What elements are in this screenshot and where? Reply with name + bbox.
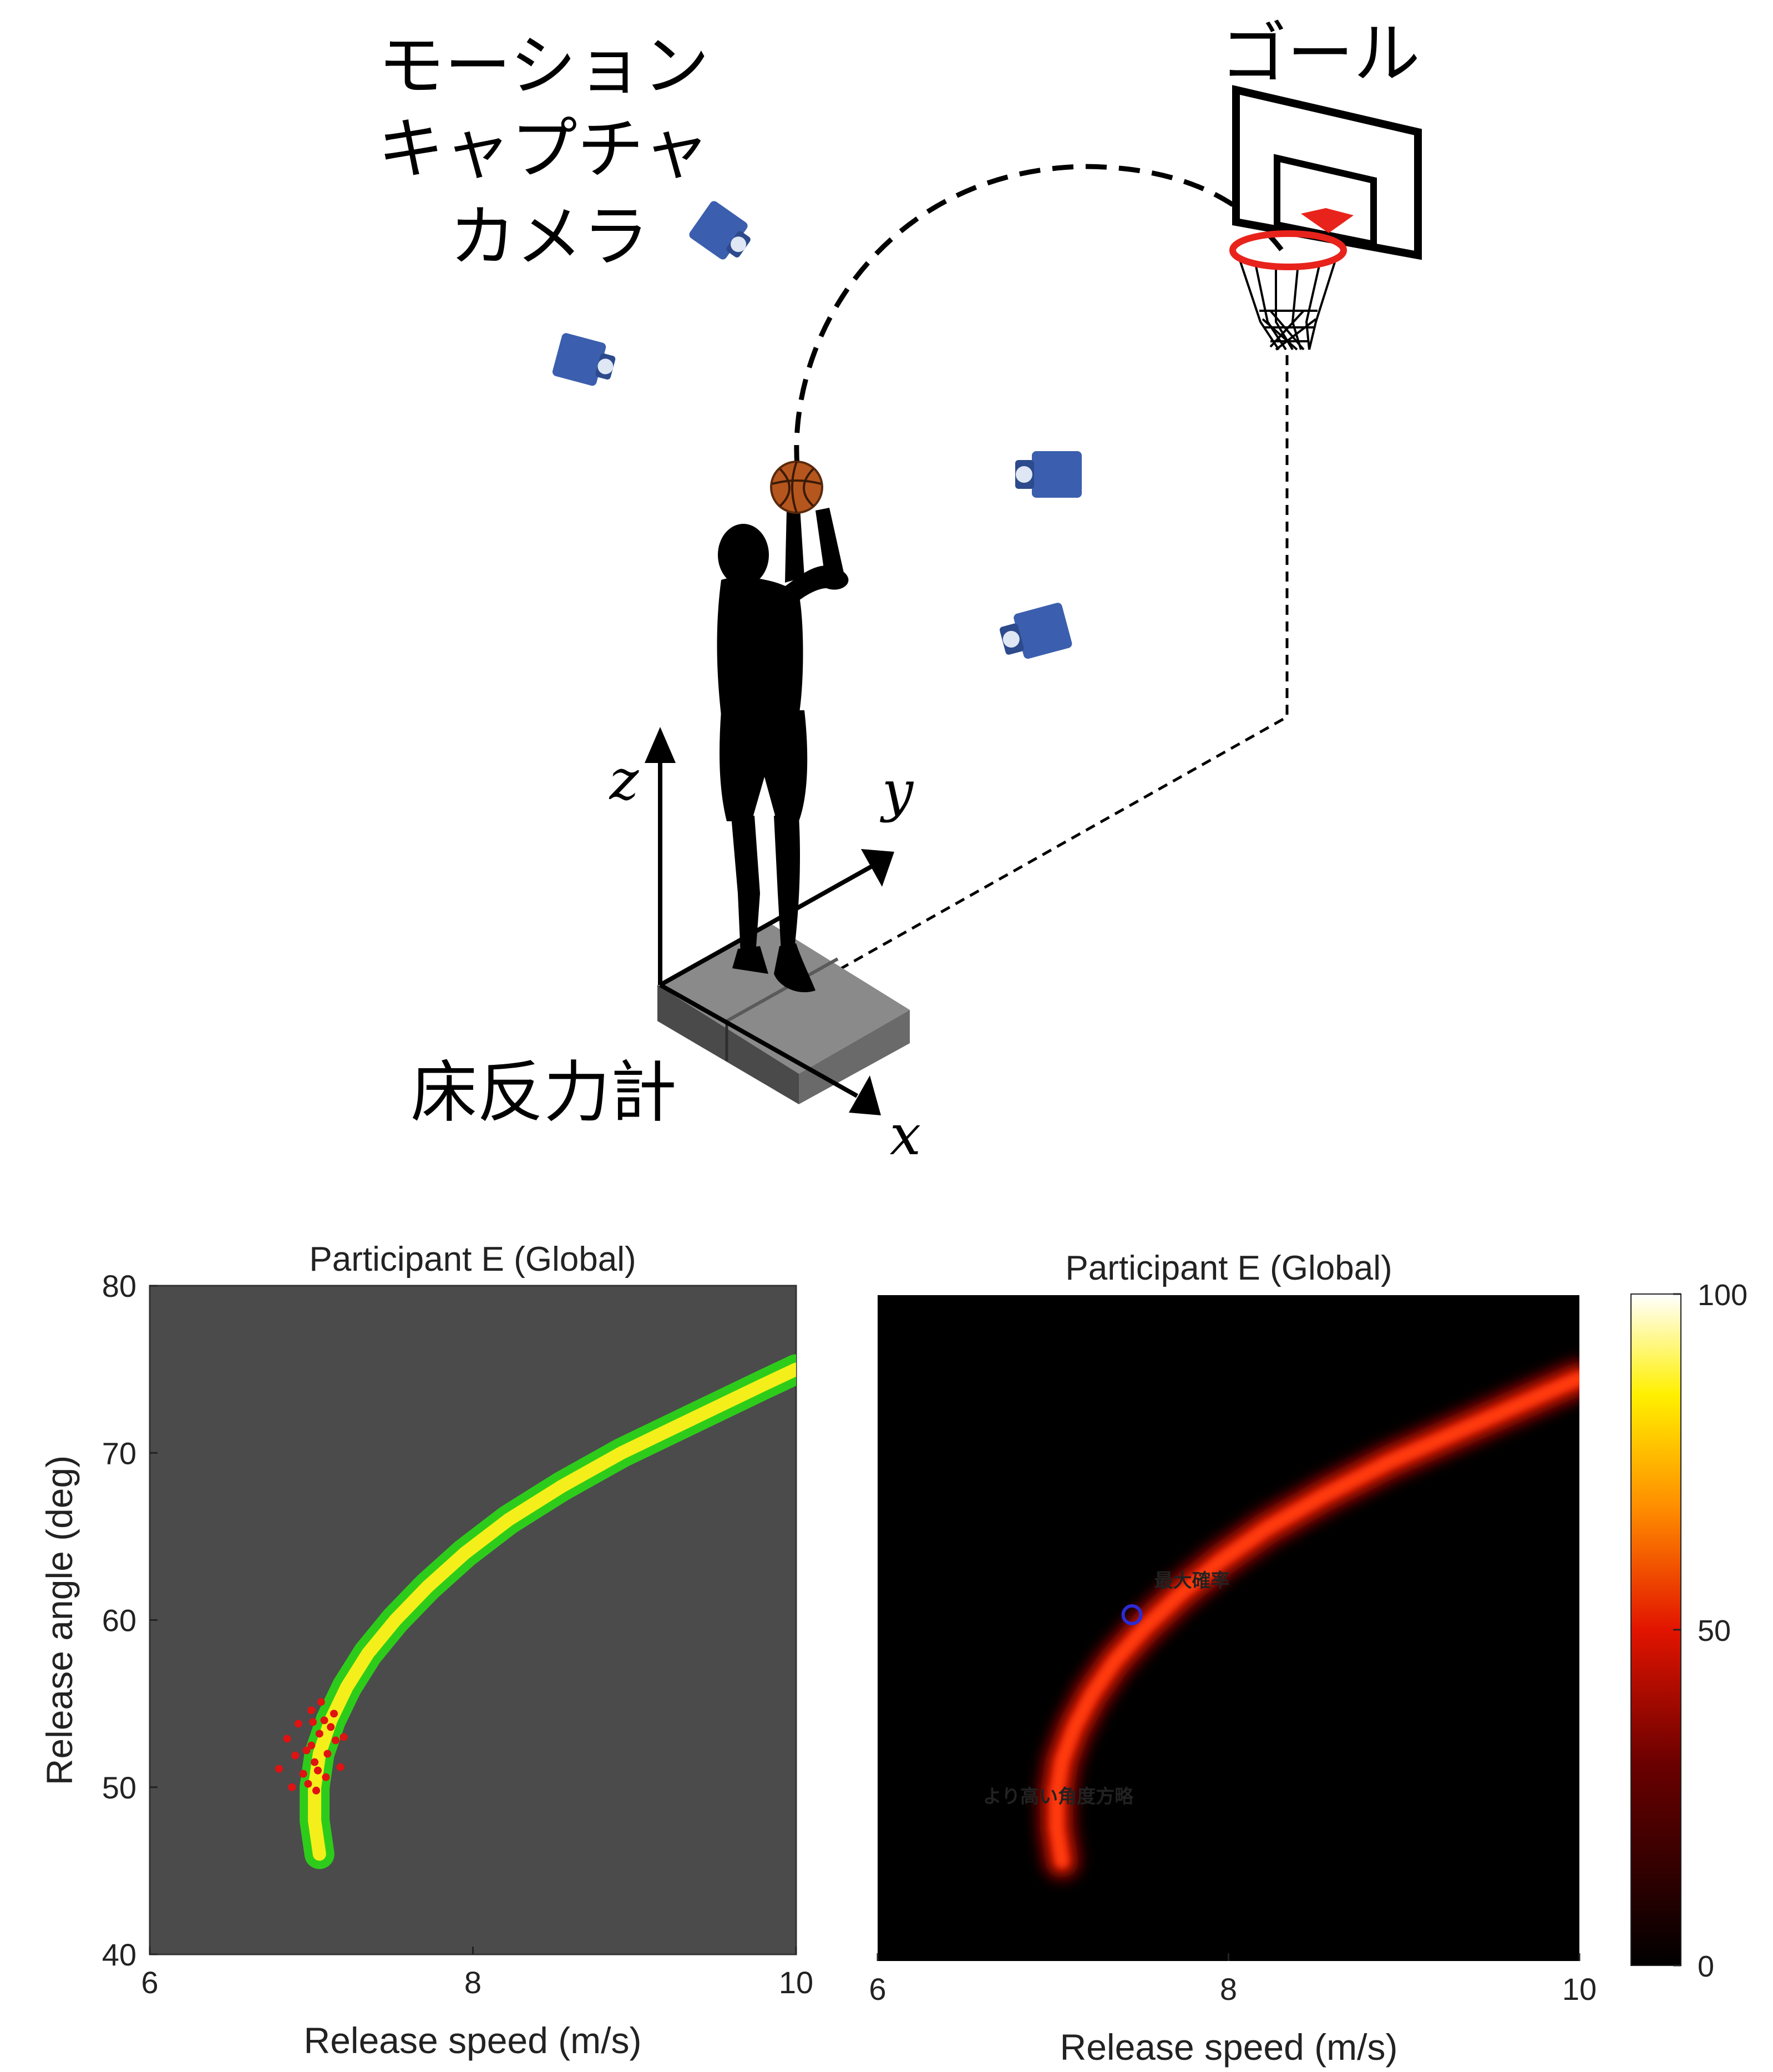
- trial-point: [336, 1763, 345, 1771]
- goal-projection-line: [825, 355, 1289, 978]
- hoop-bracket: [1301, 208, 1354, 233]
- y-tick-label: 60: [102, 1603, 136, 1638]
- x-tick-label: 10: [1562, 1972, 1597, 2007]
- trial-point: [327, 1723, 335, 1731]
- camera-label-line2: キャプチャ: [378, 111, 710, 188]
- trial-point: [307, 1741, 316, 1750]
- basketball: [770, 461, 823, 514]
- trial-point: [315, 1730, 323, 1738]
- camera-label-line1: モーション: [378, 28, 710, 105]
- camera-icon: [689, 201, 751, 260]
- camera-icon: [552, 333, 616, 386]
- coordinate-axes: [645, 727, 894, 1115]
- x-tick-label: 6: [869, 1972, 886, 2007]
- colorbar: [1630, 1293, 1681, 1966]
- trial-point: [288, 1783, 296, 1791]
- chart-left-plot-area: [149, 1285, 797, 1955]
- trial-points: [275, 1698, 348, 1795]
- chart-right: Participant E (Global) 最大確率 より高い角度方略 6 8 1…: [869, 1249, 1747, 2068]
- camera-icon: [1000, 603, 1072, 659]
- trial-point: [312, 1786, 320, 1795]
- trial-point: [307, 1706, 316, 1715]
- trial-point: [302, 1746, 311, 1755]
- chart-left-title: Participant E (Global): [309, 1240, 636, 1278]
- camera-icon: [1015, 451, 1082, 498]
- goal-label: ゴール: [1220, 16, 1420, 93]
- trial-point: [323, 1750, 332, 1758]
- colorbar-tick-label: 50: [1698, 1614, 1731, 1648]
- x-tick-label: 10: [779, 1965, 813, 2000]
- y-tick-label: 40: [102, 1937, 136, 1972]
- trial-point: [275, 1765, 283, 1773]
- x-tick-label: 6: [141, 1965, 158, 2000]
- basket-net: [1237, 255, 1338, 351]
- chart-left-ylabel: Release angle (deg): [39, 1456, 80, 1785]
- chart-right-axes: 6 8 10: [869, 1953, 1597, 2007]
- trial-point: [331, 1736, 340, 1745]
- camera-label-line3: カメラ: [449, 199, 649, 276]
- y-tick-label: 80: [102, 1269, 136, 1303]
- colorbar-tick-label: 0: [1698, 1950, 1714, 1983]
- trial-point: [340, 1733, 348, 1741]
- higher-angle-strategy-label: より高い角度方略: [983, 1786, 1134, 1807]
- trial-point: [311, 1758, 319, 1766]
- trial-point: [283, 1735, 291, 1743]
- max-probability-marker: [1121, 1604, 1143, 1625]
- colorbar-tick-label: 100: [1698, 1278, 1747, 1312]
- chart-left-xlabel: Release speed (m/s): [304, 2020, 642, 2061]
- trial-point: [313, 1766, 322, 1775]
- trial-point: [304, 1780, 312, 1788]
- trial-point: [330, 1710, 338, 1718]
- shot-diagram: モーション キャプチャ カメラ ゴール 床反力計: [378, 16, 1422, 1168]
- backboard: [1232, 85, 1422, 260]
- ball-trajectory: [794, 164, 1284, 467]
- chart-right-xlabel: Release speed (m/s): [1060, 2026, 1398, 2068]
- x-tick-label: 8: [464, 1965, 482, 2000]
- axis-y-label: y: [880, 759, 914, 823]
- trial-point: [320, 1716, 328, 1725]
- axis-x-label: x: [890, 1103, 921, 1168]
- colorbar-ticks: 0 50 100: [1673, 1278, 1747, 1983]
- max-probability-label: 最大確率: [1154, 1570, 1230, 1591]
- trial-point: [317, 1698, 325, 1706]
- player-silhouette: [717, 508, 849, 993]
- trial-point: [299, 1770, 307, 1778]
- trial-point: [294, 1720, 302, 1728]
- trial-point: [309, 1718, 317, 1726]
- chart-left-axes: 6 8 10 40 50 60 70 80: [102, 1269, 813, 2000]
- axis-z-label: z: [609, 747, 640, 812]
- y-tick-label: 50: [102, 1770, 136, 1805]
- x-tick-label: 8: [1220, 1972, 1237, 2007]
- chart-left: Participant E (Global) 6 8 10 40 50 60 70 80 Re…: [39, 1240, 813, 2061]
- chart-right-plot-area: [878, 1295, 1579, 1961]
- trial-point: [322, 1773, 330, 1781]
- hoop-rim: [1229, 230, 1347, 270]
- trial-point: [291, 1751, 300, 1760]
- y-tick-label: 70: [102, 1436, 136, 1470]
- force-plate-label: 床反力計: [411, 1054, 677, 1131]
- chart-right-title: Participant E (Global): [1065, 1249, 1392, 1287]
- probability-band-core: [1049, 1371, 1579, 1868]
